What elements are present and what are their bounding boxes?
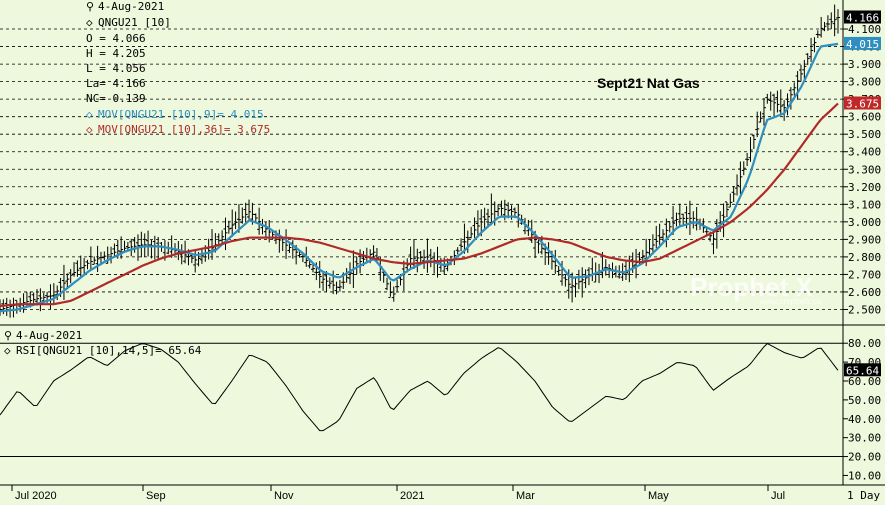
price-tick-label: 4.100: [848, 23, 881, 36]
symbol-label: QNGU21 [10]: [98, 16, 171, 29]
rsi-last-value: 65.64: [846, 364, 879, 377]
rsi-tick-label: 20.00: [848, 451, 881, 464]
price-tick-label: 2.500: [848, 303, 881, 316]
watermark-text: Prophet X: [690, 272, 813, 302]
mov36-label: MOV[QNGU21 [10],36]= 3.675: [98, 123, 270, 136]
chart-annotation: Sept21 Nat Gas: [597, 75, 700, 91]
ohlc-open: O = 4.066: [86, 32, 146, 45]
price-tick-label: 2.600: [848, 286, 881, 299]
price-tick-label: 3.600: [848, 111, 881, 124]
rsi-diamond-icon: ◇: [4, 344, 11, 357]
mov36-value-box: 3.675: [844, 96, 881, 111]
price-panel-date: 4-Aug-2021: [98, 0, 164, 13]
rsi-tick-label: 60.00: [848, 375, 881, 388]
ohlc-netchange: NC= 0.139: [86, 92, 146, 105]
rsi-label: RSI[QNGU21 [10],14,5]= 65.64: [16, 344, 202, 357]
ohlc-high: H = 4.205: [86, 47, 146, 60]
price-tick-label: 3.400: [848, 146, 881, 159]
mov9-line: [0, 42, 839, 313]
price-axis-ticks: 4.1004.0003.9003.8003.7003.6003.5003.400…: [843, 23, 881, 316]
x-tick-label: Sep: [146, 490, 166, 502]
rsi-value-box: 65.64: [844, 363, 881, 377]
watermark-subtext: www.prophetx.co: [759, 297, 821, 306]
mov9-value: 4.015: [846, 38, 879, 51]
rsi-gridlines: [0, 342, 843, 458]
x-tick-label: Mar: [516, 490, 535, 502]
rsi-tick-label: 10.00: [848, 469, 881, 482]
rsi-series-group: [0, 342, 839, 432]
rsi-tick-label: 30.00: [848, 432, 881, 445]
magnifier-icon: ⚲: [86, 0, 94, 13]
price-tick-label: 3.100: [848, 198, 881, 211]
ohlc-low: L = 4.056: [86, 62, 146, 75]
price-tick-label: 2.800: [848, 251, 881, 264]
mov9-value-box: 4.015: [844, 36, 881, 51]
x-tick-label: May: [648, 490, 669, 502]
price-gridlines: [0, 28, 843, 310]
price-tick-label: 3.900: [848, 58, 881, 71]
mov36-line: [0, 102, 839, 308]
x-axis-ticks: Jul 2020 Sep Nov 2021 Mar May Jul: [11, 485, 785, 502]
last-price-value: 4.166: [846, 12, 879, 25]
rsi-legend: ⚲ 4-Aug-2021 ◇ RSI[QNGU21 [10],14,5]= 65…: [4, 329, 202, 357]
price-tick-label: 2.700: [848, 268, 881, 281]
x-tick-label: Jul 2020: [15, 490, 57, 502]
rsi-line: [0, 342, 839, 432]
x-tick-label: 2021: [400, 490, 424, 502]
price-legend: ⚲ 4-Aug-2021 ◇ QNGU21 [10] O = 4.066 H =…: [86, 0, 270, 136]
price-tick-label: 3.500: [848, 128, 881, 141]
rsi-panel-date: 4-Aug-2021: [16, 329, 82, 342]
price-tick-label: 2.900: [848, 233, 881, 246]
rsi-tick-label: 50.00: [848, 394, 881, 407]
diamond-icon: ◇: [86, 16, 93, 29]
mov36-value: 3.675: [846, 98, 879, 111]
last-price-box: 4.166: [844, 10, 881, 25]
price-tick-label: 3.300: [848, 163, 881, 176]
period-label: 1 Day: [847, 489, 880, 502]
price-tick-label: 3.800: [848, 76, 881, 89]
price-tick-label: 3.200: [848, 181, 881, 194]
rsi-tick-label: 80.00: [848, 337, 881, 350]
price-series-group: [0, 4, 840, 318]
price-tick-label: 3.000: [848, 216, 881, 229]
ohlc-last: La= 4.166: [86, 77, 146, 90]
rsi-magnifier-icon: ⚲: [4, 329, 12, 342]
x-tick-label: Nov: [274, 490, 294, 502]
mov9-label: MOV[QNGU21 [10],9]= 4.015: [98, 108, 264, 121]
rsi-tick-label: 40.00: [848, 413, 881, 426]
x-tick-label: Jul: [771, 490, 785, 502]
mov36-diamond-icon: ◇: [86, 123, 93, 136]
mov9-diamond-icon: ◇: [86, 108, 93, 121]
